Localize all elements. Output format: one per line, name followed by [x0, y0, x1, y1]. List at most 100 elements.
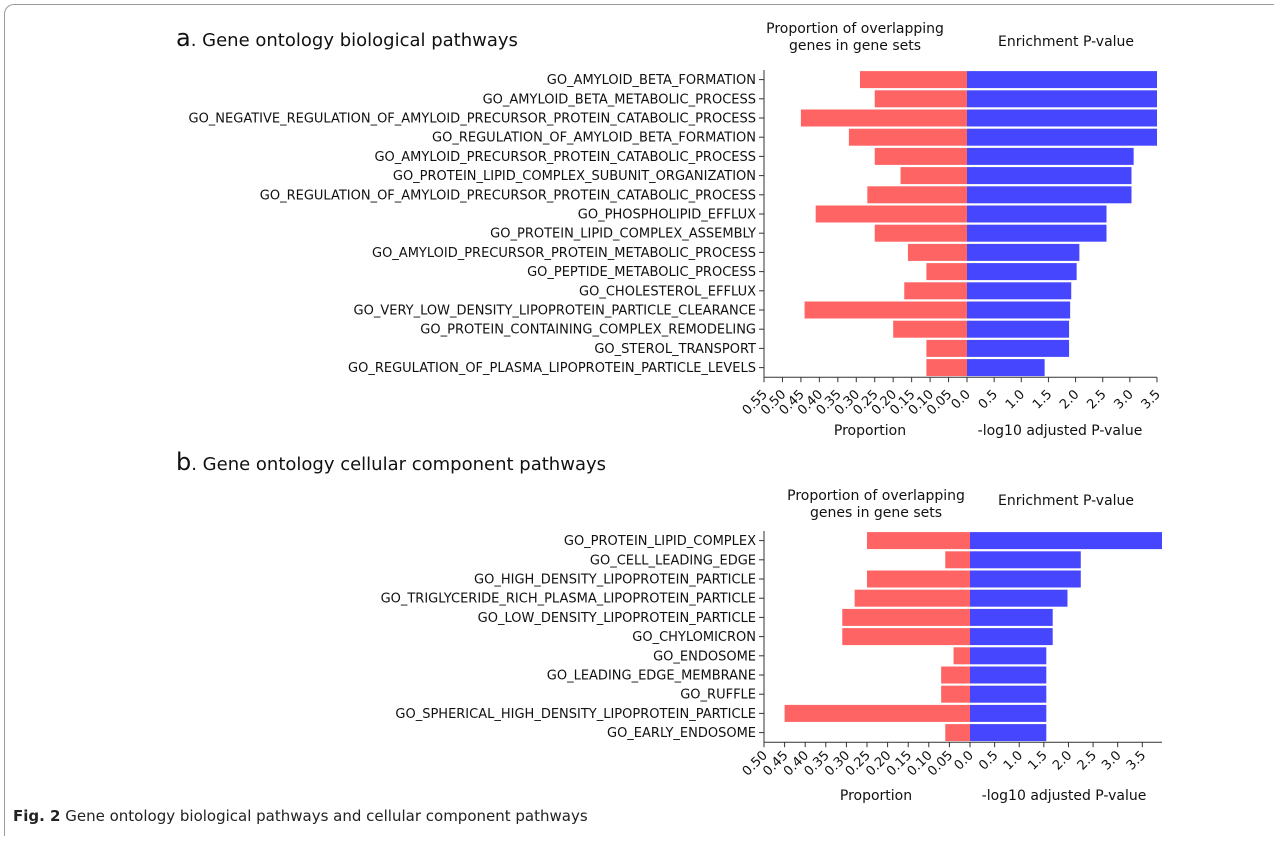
- caption-label: Fig. 2: [13, 807, 61, 825]
- panel-b-category-label: GO_TRIGLYCERIDE_RICH_PLASMA_LIPOPROTEIN_…: [381, 592, 756, 607]
- panel-b-pvalue-tick-label: 3.5: [1124, 748, 1149, 773]
- panel-a-category-label: GO_REGULATION_OF_AMYLOID_PRECURSOR_PROTE…: [260, 188, 756, 203]
- panel-b-pvalue-bar: [970, 532, 1162, 550]
- panel-b-proportion-bar: [945, 551, 970, 569]
- panel-a-proportion-bar: [926, 359, 967, 377]
- panel-b-category-label: GO_PROTEIN_LIPID_COMPLEX: [564, 534, 756, 549]
- panel-a-category-label: GO_REGULATION_OF_AMYLOID_BETA_FORMATION: [432, 131, 756, 146]
- panel-a-pvalue-bar: [967, 282, 1072, 300]
- panel-b-category-label: GO_HIGH_DENSITY_LIPOPROTEIN_PARTICLE: [474, 573, 756, 588]
- panel-a-proportion-bar: [815, 205, 967, 223]
- panel-a-pvalue-bar: [967, 90, 1157, 108]
- panel-b-pvalue-bar: [970, 589, 1068, 607]
- panel-a-right-header: Enrichment P-value: [998, 34, 1134, 50]
- panel-a-proportion-bar: [900, 167, 967, 185]
- panel-a-pvalue-bar: [967, 339, 1070, 357]
- panel-a-pvalue-tick-label: 2.5: [1084, 387, 1109, 412]
- panel-a-pvalue-bar: [967, 263, 1077, 281]
- panel-b-proportion-tick-label: 0.0: [952, 748, 977, 773]
- panel-b-category-label: GO_SPHERICAL_HIGH_DENSITY_LIPOPROTEIN_PA…: [395, 707, 756, 722]
- panel-b-proportion-bar: [867, 532, 970, 550]
- panel-a-proportion-bar: [926, 263, 967, 281]
- panel-b-category-label: GO_CHYLOMICRON: [632, 630, 756, 645]
- panel-a-pvalue-bar: [967, 205, 1107, 223]
- panel-a-category-label: GO_PEPTIDE_METABOLIC_PROCESS: [527, 265, 756, 280]
- panel-b-left-axis-title: Proportion: [840, 788, 912, 804]
- panel-b-pvalue-tick-label: 3.0: [1099, 748, 1124, 773]
- panel-a-pvalue-tick-label: 1.5: [1030, 387, 1055, 412]
- panel-b-right-header: Enrichment P-value: [998, 493, 1134, 509]
- panel-a-pvalue-tick-label: 0.5: [976, 387, 1001, 412]
- panel-b-title-letter: b: [176, 448, 191, 476]
- panel-b-pvalue-tick-label: 2.0: [1050, 748, 1075, 773]
- panel-a-title: a. Gene ontology biological pathways: [176, 24, 518, 52]
- panel-b-category-label: GO_ENDOSOME: [653, 649, 756, 664]
- panel-b-category-label: GO_EARLY_ENDOSOME: [607, 726, 756, 741]
- panel-b-left-header-line2: genes in gene sets: [810, 505, 942, 521]
- panel-b-proportion-bar: [867, 570, 970, 588]
- panel-a-category-label: GO_CHOLESTEROL_EFFLUX: [579, 284, 756, 299]
- panel-a-category-label: GO_REGULATION_OF_PLASMA_LIPOPROTEIN_PART…: [348, 361, 756, 376]
- panel-b-title: b. Gene ontology cellular component path…: [176, 448, 606, 476]
- panel-a-proportion-bar: [800, 109, 967, 127]
- panel-b-proportion-bar: [945, 724, 970, 742]
- panel-a-pvalue-bar: [967, 320, 1070, 338]
- panel-a-category-label: GO_PROTEIN_LIPID_COMPLEX_ASSEMBLY: [490, 227, 756, 242]
- panel-b-pvalue-bar: [970, 704, 1047, 722]
- figure-caption: Fig. 2 Gene ontology biological pathways…: [13, 807, 588, 825]
- panel-b-pvalue-bar: [970, 666, 1047, 684]
- panel-b-pvalue-tick-label: 1.5: [1025, 748, 1050, 773]
- panel-b-right-axis-title: -log10 adjusted P-value: [982, 788, 1147, 804]
- panel-a-proportion-bar: [859, 71, 967, 89]
- panel-a-pvalue-bar: [967, 186, 1132, 204]
- panel-a-proportion-bar: [874, 90, 967, 108]
- panel-b-category-label: GO_CELL_LEADING_EDGE: [590, 553, 756, 568]
- panel-b-pvalue-bar: [970, 685, 1047, 703]
- panel-a-category-label: GO_PROTEIN_LIPID_COMPLEX_SUBUNIT_ORGANIZ…: [393, 169, 756, 184]
- panel-a-pvalue-tick-label: 2.0: [1057, 387, 1082, 412]
- panel-a-pvalue-bar: [967, 224, 1107, 242]
- panel-a-category-label: GO_AMYLOID_PRECURSOR_PROTEIN_METABOLIC_P…: [372, 246, 756, 261]
- panel-a-category-label: GO_AMYLOID_BETA_METABOLIC_PROCESS: [483, 92, 756, 107]
- panel-a-pvalue-tick-label: 3.5: [1139, 387, 1164, 412]
- panel-b-proportion-bar: [941, 685, 970, 703]
- panel-a-left-axis-title: Proportion: [834, 423, 906, 439]
- panel-b-pvalue-bar: [970, 724, 1047, 742]
- panel-b-title-text: . Gene ontology cellular component pathw…: [191, 454, 606, 475]
- panel-b-category-label: GO_LEADING_EDGE_MEMBRANE: [547, 669, 756, 684]
- panel-a-proportion-bar: [874, 147, 967, 165]
- panel-a-pvalue-bar: [967, 109, 1157, 127]
- panel-a-pvalue-tick-label: 3.0: [1111, 387, 1136, 412]
- panel-b-pvalue-bar: [970, 608, 1053, 626]
- panel-a-left-header-line2: genes in gene sets: [789, 38, 921, 54]
- panel-a-proportion-bar: [867, 186, 967, 204]
- panel-a-proportion-bar: [904, 282, 967, 300]
- panel-a-category-label: GO_AMYLOID_BETA_FORMATION: [547, 73, 756, 88]
- panel-b-category-label: GO_RUFFLE: [680, 688, 756, 703]
- caption-text: Gene ontology biological pathways and ce…: [65, 807, 588, 825]
- panel-b-category-label: GO_LOW_DENSITY_LIPOPROTEIN_PARTICLE: [478, 611, 756, 626]
- panel-a-proportion-bar: [926, 339, 967, 357]
- panel-b-pvalue-tick-label: 0.5: [976, 748, 1001, 773]
- panel-b-proportion-bar: [941, 666, 970, 684]
- panel-a-proportion-bar: [804, 301, 967, 319]
- panel-a-category-label: GO_AMYLOID_PRECURSOR_PROTEIN_CATABOLIC_P…: [374, 150, 756, 165]
- panel-a-pvalue-bar: [967, 167, 1132, 185]
- panel-b-pvalue-tick-label: 1.0: [1001, 748, 1026, 773]
- panel-a-proportion-bar: [893, 320, 967, 338]
- panel-a-proportion-bar: [874, 224, 967, 242]
- panel-a-category-label: GO_STEROL_TRANSPORT: [594, 342, 756, 357]
- panel-a-title-letter: a: [176, 24, 191, 52]
- panel-b-proportion-bar: [784, 704, 970, 722]
- panel-b-pvalue-bar: [970, 628, 1053, 646]
- panel-b-pvalue-bar: [970, 570, 1081, 588]
- panel-a-pvalue-bar: [967, 359, 1045, 377]
- panel-a-left-header-line1: Proportion of overlapping: [766, 21, 944, 37]
- panel-b-proportion-bar: [854, 589, 970, 607]
- panel-a-title-text: . Gene ontology biological pathways: [191, 30, 518, 51]
- panel-b-proportion-bar: [842, 628, 970, 646]
- panel-a-proportion-bar: [907, 243, 967, 261]
- panel-a-pvalue-bar: [967, 128, 1157, 146]
- panel-a-proportion-tick-label: 0.0: [949, 387, 974, 412]
